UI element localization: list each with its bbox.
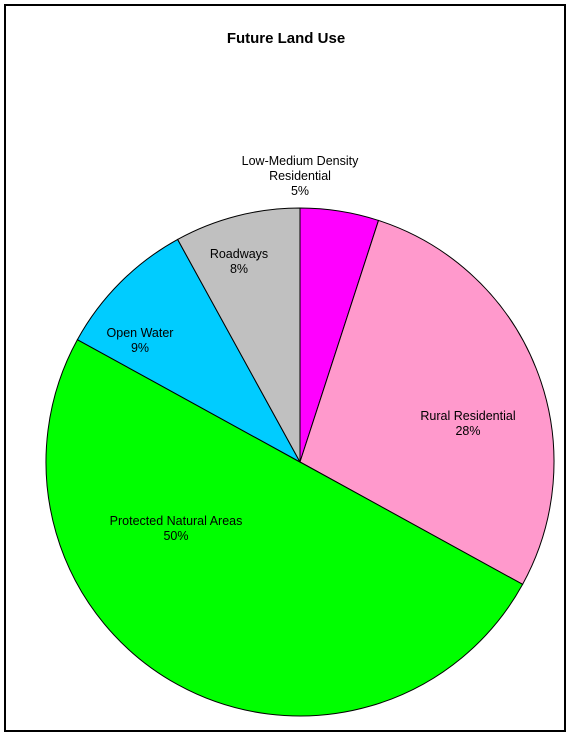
pie-slice-rural-residential [299, 219, 555, 586]
pie-slice-open-water [76, 238, 302, 464]
slice-label: Roadways 8% [210, 247, 268, 276]
pie-slice-roadways [176, 207, 301, 463]
pie-slice-protected-natural-areas [45, 338, 524, 717]
slice-label: Protected Natural Areas 50% [110, 514, 243, 543]
slice-label: Open Water 9% [107, 326, 174, 355]
slice-label: Rural Residential 28% [420, 409, 515, 438]
slice-label: Low-Medium Density Residential 5% [242, 154, 359, 198]
chart-title: Future Land Use [226, 30, 346, 47]
